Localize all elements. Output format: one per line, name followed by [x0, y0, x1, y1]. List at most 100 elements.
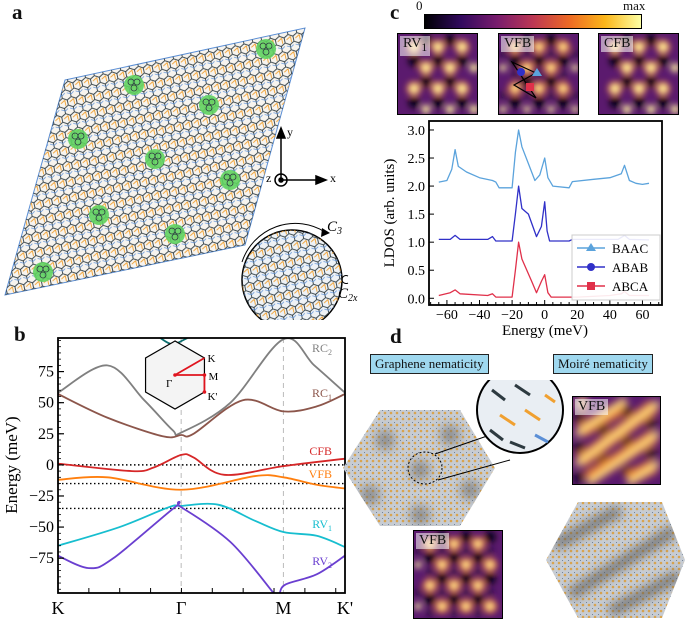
c3-label: C3: [327, 219, 342, 237]
band-rc2: [58, 338, 345, 437]
band-rv2: [278, 554, 345, 593]
stacking-markers: [510, 60, 542, 99]
svg-text:ABCA: ABCA: [612, 279, 649, 294]
svg-text:BAAC: BAAC: [612, 241, 648, 256]
bz-point-label: K': [207, 391, 217, 403]
aa-stacking-region: [33, 262, 53, 282]
x-tick-label: −40: [469, 308, 491, 323]
aa-stacking-region: [68, 129, 88, 149]
band-label: RC1: [312, 386, 332, 402]
map-label: CFB: [601, 36, 634, 52]
band-cfb: [58, 453, 345, 476]
y-tick-label: 0: [46, 457, 54, 474]
ldos-map-vfb: VFB: [498, 33, 579, 115]
legend-entry-abca: ABCA: [577, 279, 649, 294]
band-label: RV2: [312, 554, 332, 570]
map-label: VFB: [416, 533, 450, 549]
band-label: RV1: [312, 517, 332, 533]
ldos-xlabel: Energy (meV): [502, 323, 588, 339]
map-label: RV1: [400, 36, 431, 56]
aa-stacking-region: [256, 39, 276, 59]
vfb-map-moire-nematic: VFB: [572, 396, 661, 485]
y-tick-label: 2.0: [408, 180, 426, 195]
bz-point-label: M: [208, 371, 218, 383]
tag-graphene-nematicity: Graphene nematicity: [370, 354, 489, 374]
axis-z-label: z: [266, 171, 271, 185]
band-rv1: [58, 502, 345, 548]
panel-label-a: a: [12, 0, 23, 24]
x-tick-label: 40: [603, 308, 617, 323]
y-tick-label: 25: [38, 426, 54, 443]
tag-moire-nematicity: Moiré nematicity: [553, 354, 653, 374]
map-label: VFB: [575, 399, 609, 415]
graphene-nematic-hexagon: [343, 380, 564, 526]
c2x-label: C2x: [338, 286, 358, 304]
x-tick-label: −60: [436, 308, 458, 323]
aa-stacking-region: [89, 205, 109, 225]
map-label: VFB: [501, 36, 535, 52]
y-tick-label: −50: [29, 519, 54, 536]
ldos-legend: BAAC ABAB ABCA: [571, 234, 661, 301]
x-tick-label: −20: [501, 308, 523, 323]
y-tick-label: 0.0: [408, 292, 426, 307]
panel-label-b: b: [14, 322, 26, 346]
band-label: VFB: [309, 467, 332, 481]
svg-text:ABAB: ABAB: [612, 260, 648, 275]
x-tick-label: 20: [570, 308, 584, 323]
band-label: CFB: [309, 444, 332, 458]
legend-entry-abab: ABAB: [577, 260, 648, 275]
y-tick-label: 2.5: [408, 152, 426, 167]
axes-glyph: [274, 125, 329, 187]
x-tick-label: 0: [541, 308, 548, 323]
ldos-map-cfb: CFB: [598, 33, 679, 115]
y-tick-label: 75: [38, 364, 54, 381]
bz-path-arrow: [174, 357, 205, 376]
band-label: RC2: [312, 341, 332, 357]
brillouin-zone-inset: KM Γ K': [144, 340, 218, 410]
ldos-axes-frame: [428, 120, 663, 306]
y-tick-label: 1.5: [408, 208, 426, 223]
aa-stacking-region: [165, 224, 185, 244]
ldos-line-abab: [438, 185, 650, 242]
ldos-chart: LDOS (arb. units) Energy (meV) 0.0 0.5 1.0…: [382, 120, 663, 339]
vfb-map-graphene-nematic: VFB: [413, 530, 503, 619]
aa-stacking-region: [199, 95, 219, 115]
axis-y-label: y: [287, 125, 293, 139]
nematic-lattice-figure: [343, 380, 685, 618]
ldos-line-baac: [438, 129, 650, 189]
aa-stacking-region: [145, 149, 165, 169]
y-tick-label: −25: [29, 488, 54, 505]
y-tick-label: −75: [29, 550, 54, 567]
moire-lattice-figure: y x z C3 C2x: [4, 27, 358, 320]
colorbar: [424, 14, 642, 29]
ldos-ylabel: LDOS (arb. units): [382, 159, 398, 268]
band-structure-chart: Energy (meV) RC2 RC1 CFB VFB RV1 RV2 75 50 25 0 −2…: [2, 337, 353, 618]
legend-entry-baac: BAAC: [577, 241, 648, 256]
ldos-map-rv1: RV1: [397, 33, 478, 115]
aa-stacking-region: [220, 170, 240, 190]
symmetry-inset: [241, 222, 349, 320]
heatmap-image: [573, 397, 660, 484]
y-tick-label: 0.5: [408, 264, 426, 279]
x-tick-label: M: [275, 598, 291, 618]
y-tick-label: 50: [38, 395, 54, 412]
axis-x-label: x: [330, 171, 336, 185]
y-tick-label: 1.0: [408, 236, 426, 251]
x-tick-label: K: [52, 598, 65, 618]
colorbar-max-label: max: [623, 0, 646, 13]
band-rv2: [58, 500, 275, 593]
x-tick-label: 60: [635, 308, 649, 323]
moire-nematic-hexagon: [546, 502, 685, 618]
x-tick-label: Γ: [176, 598, 186, 618]
band-rc1: [58, 393, 345, 439]
x-tick-label: K': [337, 598, 353, 618]
bz-point-label: Γ: [166, 378, 172, 390]
band-vfb: [58, 474, 345, 491]
bz-point-label: K: [207, 353, 215, 365]
band-ylabel: Energy (meV): [2, 416, 21, 513]
aa-stacking-region: [124, 75, 144, 95]
panel-label-d: d: [390, 324, 402, 348]
colorbar-min-label: 0: [416, 0, 423, 13]
panel-label-c: c: [390, 0, 400, 24]
y-tick-label: 3.0: [408, 124, 426, 139]
